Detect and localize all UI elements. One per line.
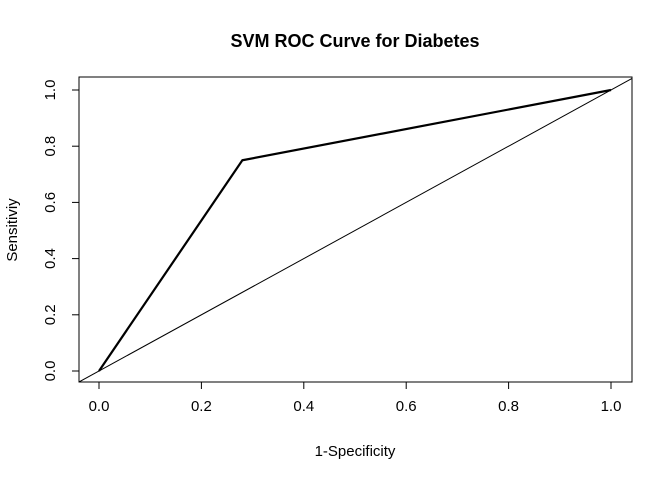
y-axis-title: Sensitiviy <box>4 198 21 262</box>
x-tick-label: 0.2 <box>191 398 212 415</box>
x-tick-label: 1.0 <box>601 398 622 415</box>
y-tick-label: 0.6 <box>42 192 59 213</box>
x-tick-label: 0.0 <box>89 398 110 415</box>
x-tick-label: 0.6 <box>396 398 417 415</box>
y-tick-label: 0.2 <box>42 304 59 325</box>
y-tick-label: 1.0 <box>42 80 59 101</box>
y-tick-label: 0.8 <box>42 136 59 157</box>
x-axis: 0.0 0.2 0.4 0.6 0.8 1.0 <box>89 381 622 415</box>
x-axis-title: 1-Specificity <box>315 443 396 460</box>
y-ticks: 0.0 0.2 0.4 0.6 0.8 1.0 <box>42 80 79 382</box>
x-tick-label: 0.8 <box>498 398 519 415</box>
diagonal-reference-line <box>78 78 633 383</box>
x-tick-label: 0.4 <box>293 398 314 415</box>
plot-area <box>78 76 633 383</box>
chart-title: SVM ROC Curve for Diabetes <box>230 31 479 51</box>
x-ticks: 0.0 0.2 0.4 0.6 0.8 1.0 <box>89 382 622 415</box>
y-axis: 0.0 0.2 0.4 0.6 0.8 1.0 <box>42 80 80 382</box>
y-tick-label: 0.0 <box>42 361 59 382</box>
roc-curve-line <box>98 88 612 372</box>
y-tick-label: 0.4 <box>42 248 59 269</box>
